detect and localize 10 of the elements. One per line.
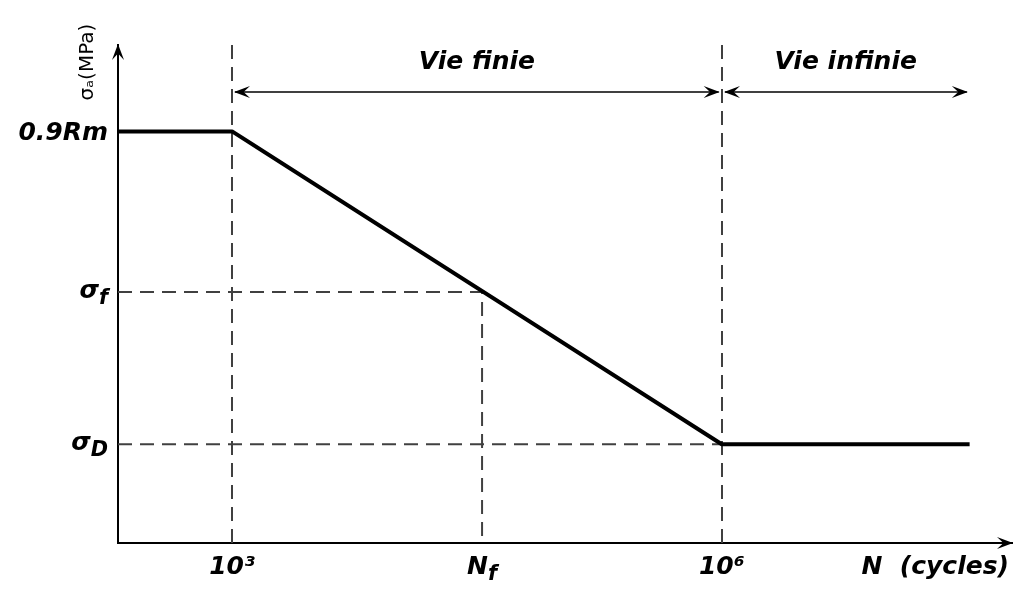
text: Vie infinie: [774, 46, 917, 75]
x-tick-label: N$_{f}$: [467, 551, 498, 585]
x-tick-label: 10³: [209, 551, 255, 580]
text: σ$_{f}$: [79, 274, 108, 309]
x-tick-label: 10⁶: [698, 551, 745, 580]
text: 0.9Rm: [18, 116, 108, 146]
x-axis-title: N (cycles): [861, 551, 1009, 580]
y-axis-title: σₐ(MPa): [74, 23, 98, 101]
text: Vie finie: [418, 46, 535, 75]
text: σ$_{D}$: [71, 426, 108, 461]
